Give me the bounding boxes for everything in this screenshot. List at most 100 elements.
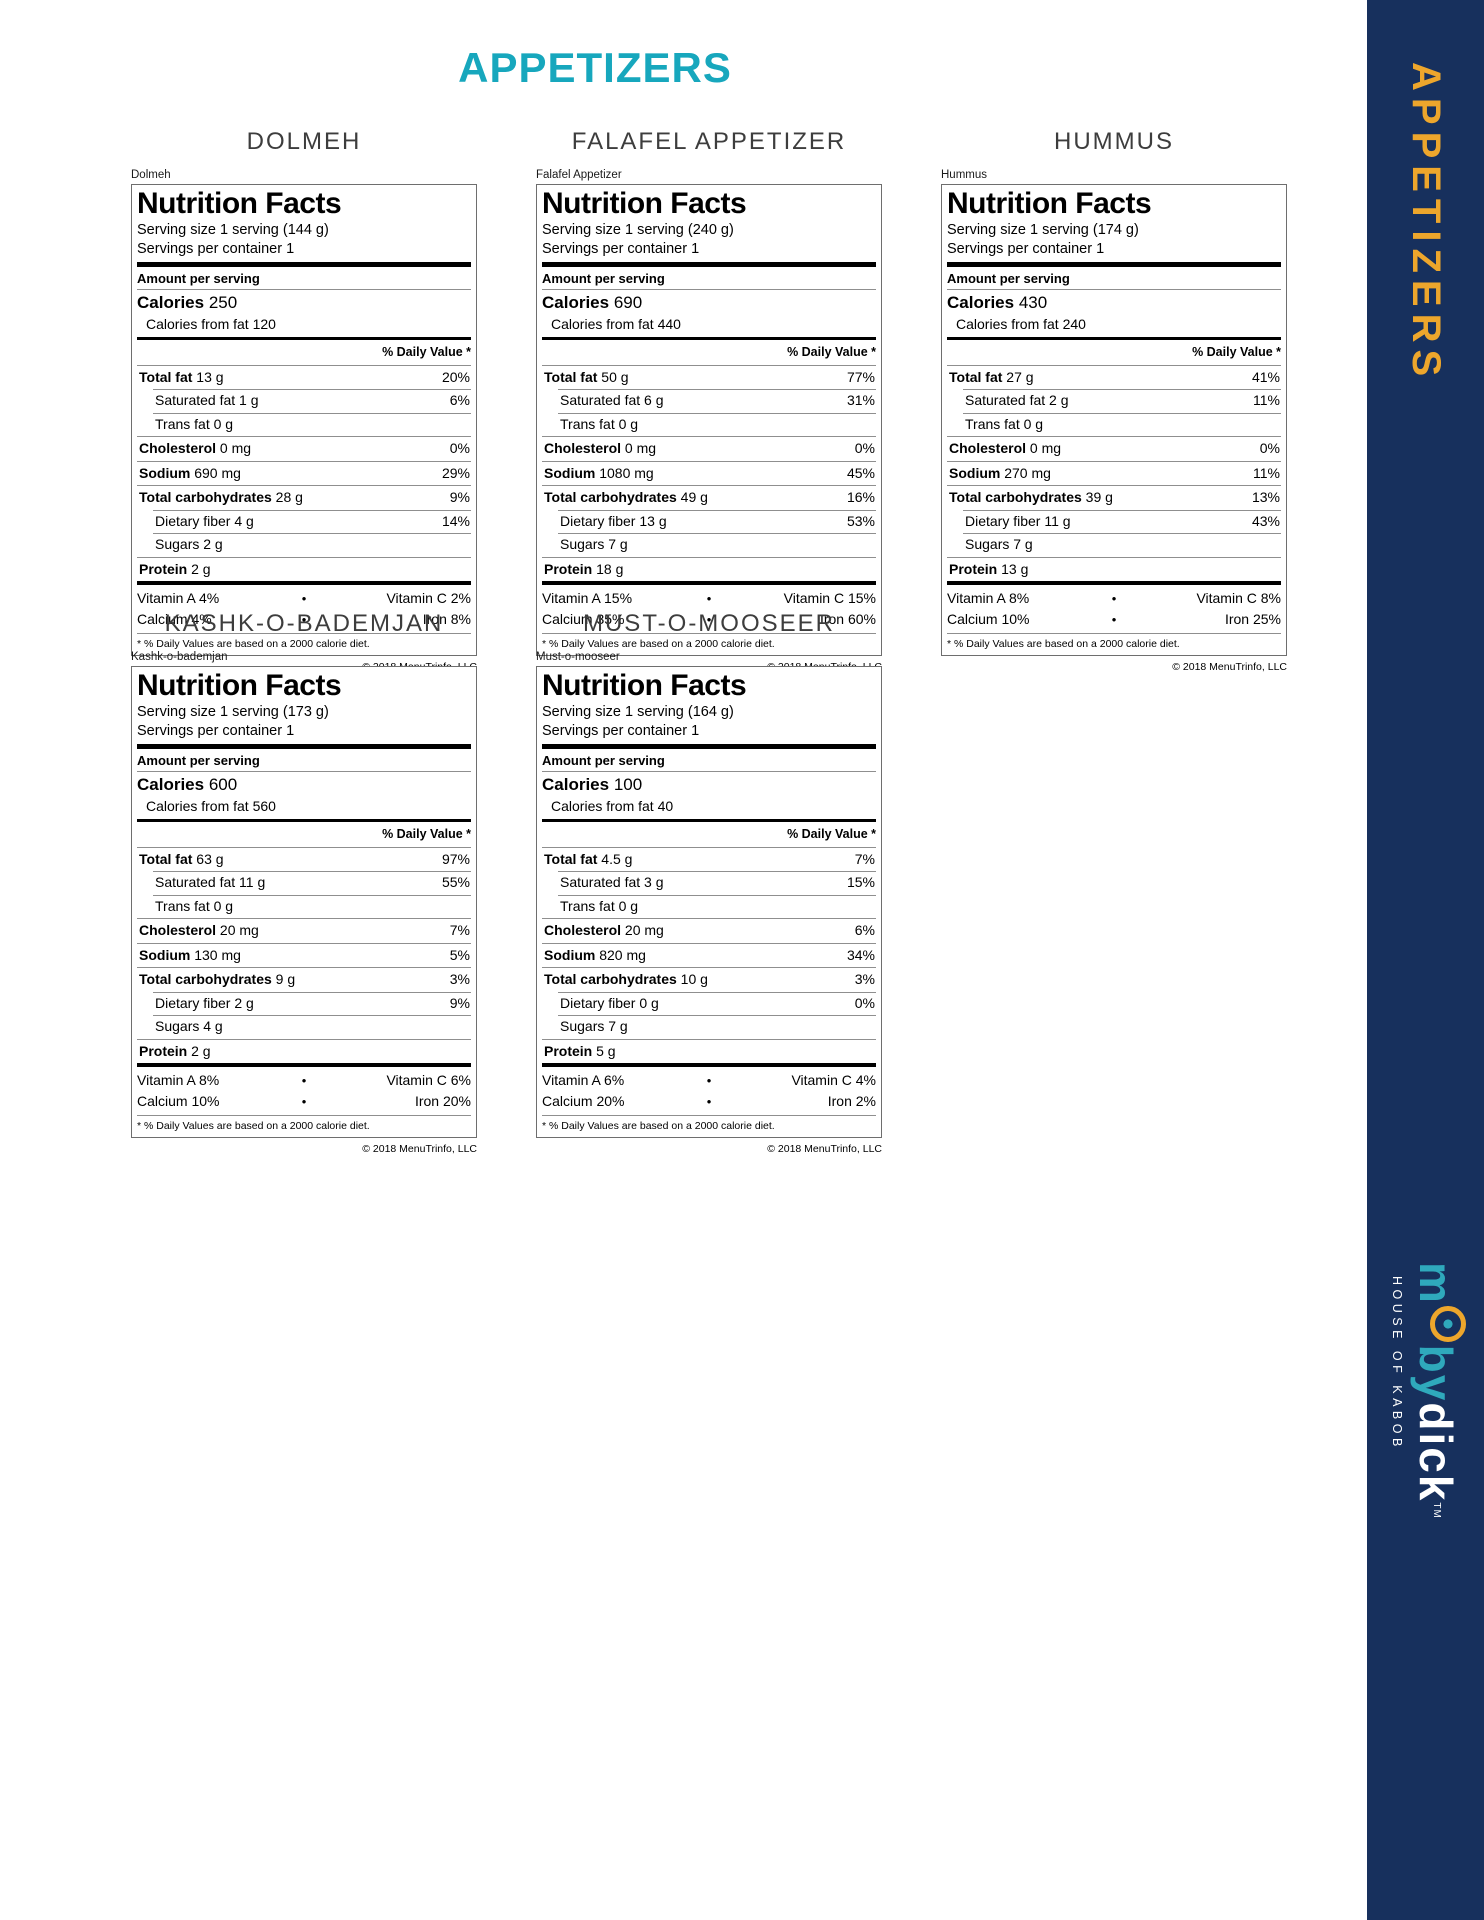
labels-row-2: KASHK-O-BADEMJAN Kashk-o-bademjan Nutrit… bbox=[131, 610, 882, 1155]
iron-value: Iron 8% bbox=[422, 611, 471, 628]
nutrient-name-amount: Protein 5 g bbox=[544, 1042, 616, 1059]
thick-divider bbox=[542, 261, 876, 267]
nutrient-label: Protein bbox=[544, 560, 593, 577]
nutrient-label: Total carbohydrates bbox=[139, 971, 272, 988]
brand-tagline: HOUSE OF KABOB bbox=[1389, 1276, 1404, 1451]
hairline-divider bbox=[137, 770, 471, 772]
calcium-value: Calcium 10% bbox=[137, 1093, 220, 1110]
nutrient-label: Sodium bbox=[139, 464, 191, 481]
nutrient-label: Sugars bbox=[155, 536, 200, 553]
nutrient-name-amount: Trans fat 0 g bbox=[965, 415, 1044, 432]
nutrition-facts-label: Nutrition Facts Serving size 1 serving (… bbox=[131, 666, 477, 1139]
thick-divider bbox=[542, 581, 876, 586]
nutrient-label: Protein bbox=[139, 1042, 188, 1059]
nutrient-name-amount: Cholesterol 0 mg bbox=[544, 440, 657, 457]
serving-size: Serving size 1 serving (144 g) bbox=[137, 221, 329, 238]
nutrient-label: Sugars bbox=[560, 536, 605, 553]
bullet-separator: • bbox=[301, 611, 307, 627]
item-subname: Hummus bbox=[941, 169, 988, 181]
menu-item: MUST-O-MOOSEER Must-o-mooseer Nutrition … bbox=[536, 610, 882, 1155]
calories-row: Calories 430 bbox=[947, 290, 1281, 314]
nutrient-row: Cholesterol 0 mg 0% bbox=[947, 436, 1281, 461]
sidebar: APPETIZERS m bydickTM HOUSE OF KABOB bbox=[1367, 0, 1484, 1920]
nutrient-row: Dietary fiber 13 g 53% bbox=[542, 509, 876, 534]
nutrient-daily-value: 16% bbox=[846, 489, 875, 506]
nutrient-name-amount: Cholesterol 0 mg bbox=[139, 440, 252, 457]
nutrient-daily-value: 55% bbox=[441, 874, 470, 891]
daily-value-header: % Daily Value * bbox=[1192, 344, 1281, 359]
nutrient-label: Dietary fiber bbox=[155, 994, 231, 1011]
nutrient-row: Cholesterol 0 mg 0% bbox=[137, 436, 471, 461]
nutrient-label: Cholesterol bbox=[544, 922, 622, 939]
nutrient-name-amount: Sodium 820 mg bbox=[544, 946, 646, 963]
brand-letters-by: by bbox=[1409, 1344, 1462, 1403]
item-subname: Falafel Appetizer bbox=[536, 169, 622, 181]
nutrient-rows: Total fat 13 g 20% Saturated fat 1 g 6% Tran… bbox=[137, 364, 471, 582]
nutrient-name-amount: Trans fat 0 g bbox=[155, 897, 234, 914]
nutrition-facts-label: Nutrition Facts Serving size 1 serving (… bbox=[131, 184, 477, 657]
nutrient-name-amount: Protein 18 g bbox=[544, 560, 624, 577]
nutrient-label: Trans fat bbox=[560, 897, 615, 914]
vitamin-c-value: Vitamin C 8% bbox=[1196, 590, 1281, 607]
calories-value: 430 bbox=[1018, 292, 1048, 312]
nutrient-rows: Total fat 4.5 g 7% Saturated fat 3 g 15% Tra… bbox=[542, 846, 876, 1064]
thick-divider bbox=[947, 261, 1281, 267]
nutrient-label: Protein bbox=[544, 1042, 593, 1059]
serving-size: Serving size 1 serving (173 g) bbox=[137, 703, 329, 720]
nutrient-row: Protein 2 g bbox=[137, 1038, 471, 1064]
thick-divider bbox=[137, 743, 471, 749]
nutrient-daily-value: 14% bbox=[441, 512, 470, 529]
nutrient-label: Total fat bbox=[139, 850, 193, 867]
medium-divider bbox=[137, 818, 471, 822]
nutrition-facts-label: Nutrition Facts Serving size 1 serving (… bbox=[536, 666, 882, 1139]
nutrient-row: Saturated fat 11 g 55% bbox=[137, 871, 471, 895]
nutrient-name-amount: Saturated fat 11 g bbox=[155, 874, 266, 891]
nutrient-row: Saturated fat 1 g 6% bbox=[137, 389, 471, 413]
daily-values-footnote: * % Daily Values are based on a 2000 cal… bbox=[542, 1115, 876, 1137]
nutrient-daily-value: 29% bbox=[441, 464, 470, 481]
nutrient-name-amount: Sodium 690 mg bbox=[139, 464, 241, 481]
nutrient-row: Sugars 4 g bbox=[137, 1015, 471, 1039]
nutrient-row: Trans fat 0 g bbox=[137, 412, 471, 437]
nutrient-name-amount: Trans fat 0 g bbox=[155, 415, 234, 432]
nutrient-daily-value: 9% bbox=[449, 489, 470, 506]
nutrient-name-amount: Protein 2 g bbox=[139, 1042, 211, 1059]
nutrient-label: Trans fat bbox=[560, 415, 615, 432]
daily-value-header: % Daily Value * bbox=[382, 826, 471, 841]
daily-values-footnote: * % Daily Values are based on a 2000 cal… bbox=[947, 633, 1281, 655]
nutrient-row: Sugars 7 g bbox=[542, 533, 876, 557]
vitamin-a-value: Vitamin A 15% bbox=[542, 590, 633, 607]
nutrient-row: Dietary fiber 4 g 14% bbox=[137, 509, 471, 534]
nutrient-label: Dietary fiber bbox=[155, 512, 231, 529]
nutrient-row: Cholesterol 0 mg 0% bbox=[542, 436, 876, 461]
hairline-divider bbox=[542, 770, 876, 772]
thick-divider bbox=[542, 743, 876, 749]
nutrient-row: Saturated fat 3 g 15% bbox=[542, 871, 876, 895]
amount-per-serving-label: Amount per serving bbox=[137, 752, 260, 768]
nutrient-label: Trans fat bbox=[965, 415, 1020, 432]
calories-value: 250 bbox=[208, 292, 238, 312]
brand-letter-m: m bbox=[1409, 1262, 1462, 1305]
calories-value: 600 bbox=[208, 774, 238, 794]
nutrient-row: Saturated fat 6 g 31% bbox=[542, 389, 876, 413]
nutrient-name-amount: Dietary fiber 13 g bbox=[560, 512, 667, 529]
iron-value: Iron 2% bbox=[827, 1093, 876, 1110]
calories-from-fat: Calories from fat 120 bbox=[146, 315, 276, 332]
bullet-separator: • bbox=[301, 590, 307, 606]
nutrient-label: Saturated fat bbox=[560, 874, 641, 891]
daily-values-footnote: * % Daily Values are based on a 2000 cal… bbox=[137, 1115, 471, 1137]
nutrient-name-amount: Total carbohydrates 9 g bbox=[139, 971, 296, 988]
nutrition-facts-label: Nutrition Facts Serving size 1 serving (… bbox=[941, 184, 1287, 657]
amount-per-serving-label: Amount per serving bbox=[947, 270, 1070, 286]
nutrient-name-amount: Total fat 50 g bbox=[544, 368, 629, 385]
sidebar-vertical-title: APPETIZERS bbox=[1404, 62, 1448, 384]
item-heading: FALAFEL APPETIZER bbox=[571, 128, 847, 155]
nutrient-row: Sodium 130 mg 5% bbox=[137, 942, 471, 968]
nutrient-name-amount: Sugars 7 g bbox=[560, 1018, 628, 1035]
vitamin-row: Vitamin A 8% • Vitamin C 8% bbox=[947, 588, 1281, 609]
iron-value: Iron 25% bbox=[1224, 611, 1281, 628]
thick-divider bbox=[542, 1063, 876, 1068]
nutrient-label: Saturated fat bbox=[155, 392, 236, 409]
brand-trademark: TM bbox=[1430, 1502, 1442, 1519]
nutrient-name-amount: Dietary fiber 2 g bbox=[155, 994, 254, 1011]
